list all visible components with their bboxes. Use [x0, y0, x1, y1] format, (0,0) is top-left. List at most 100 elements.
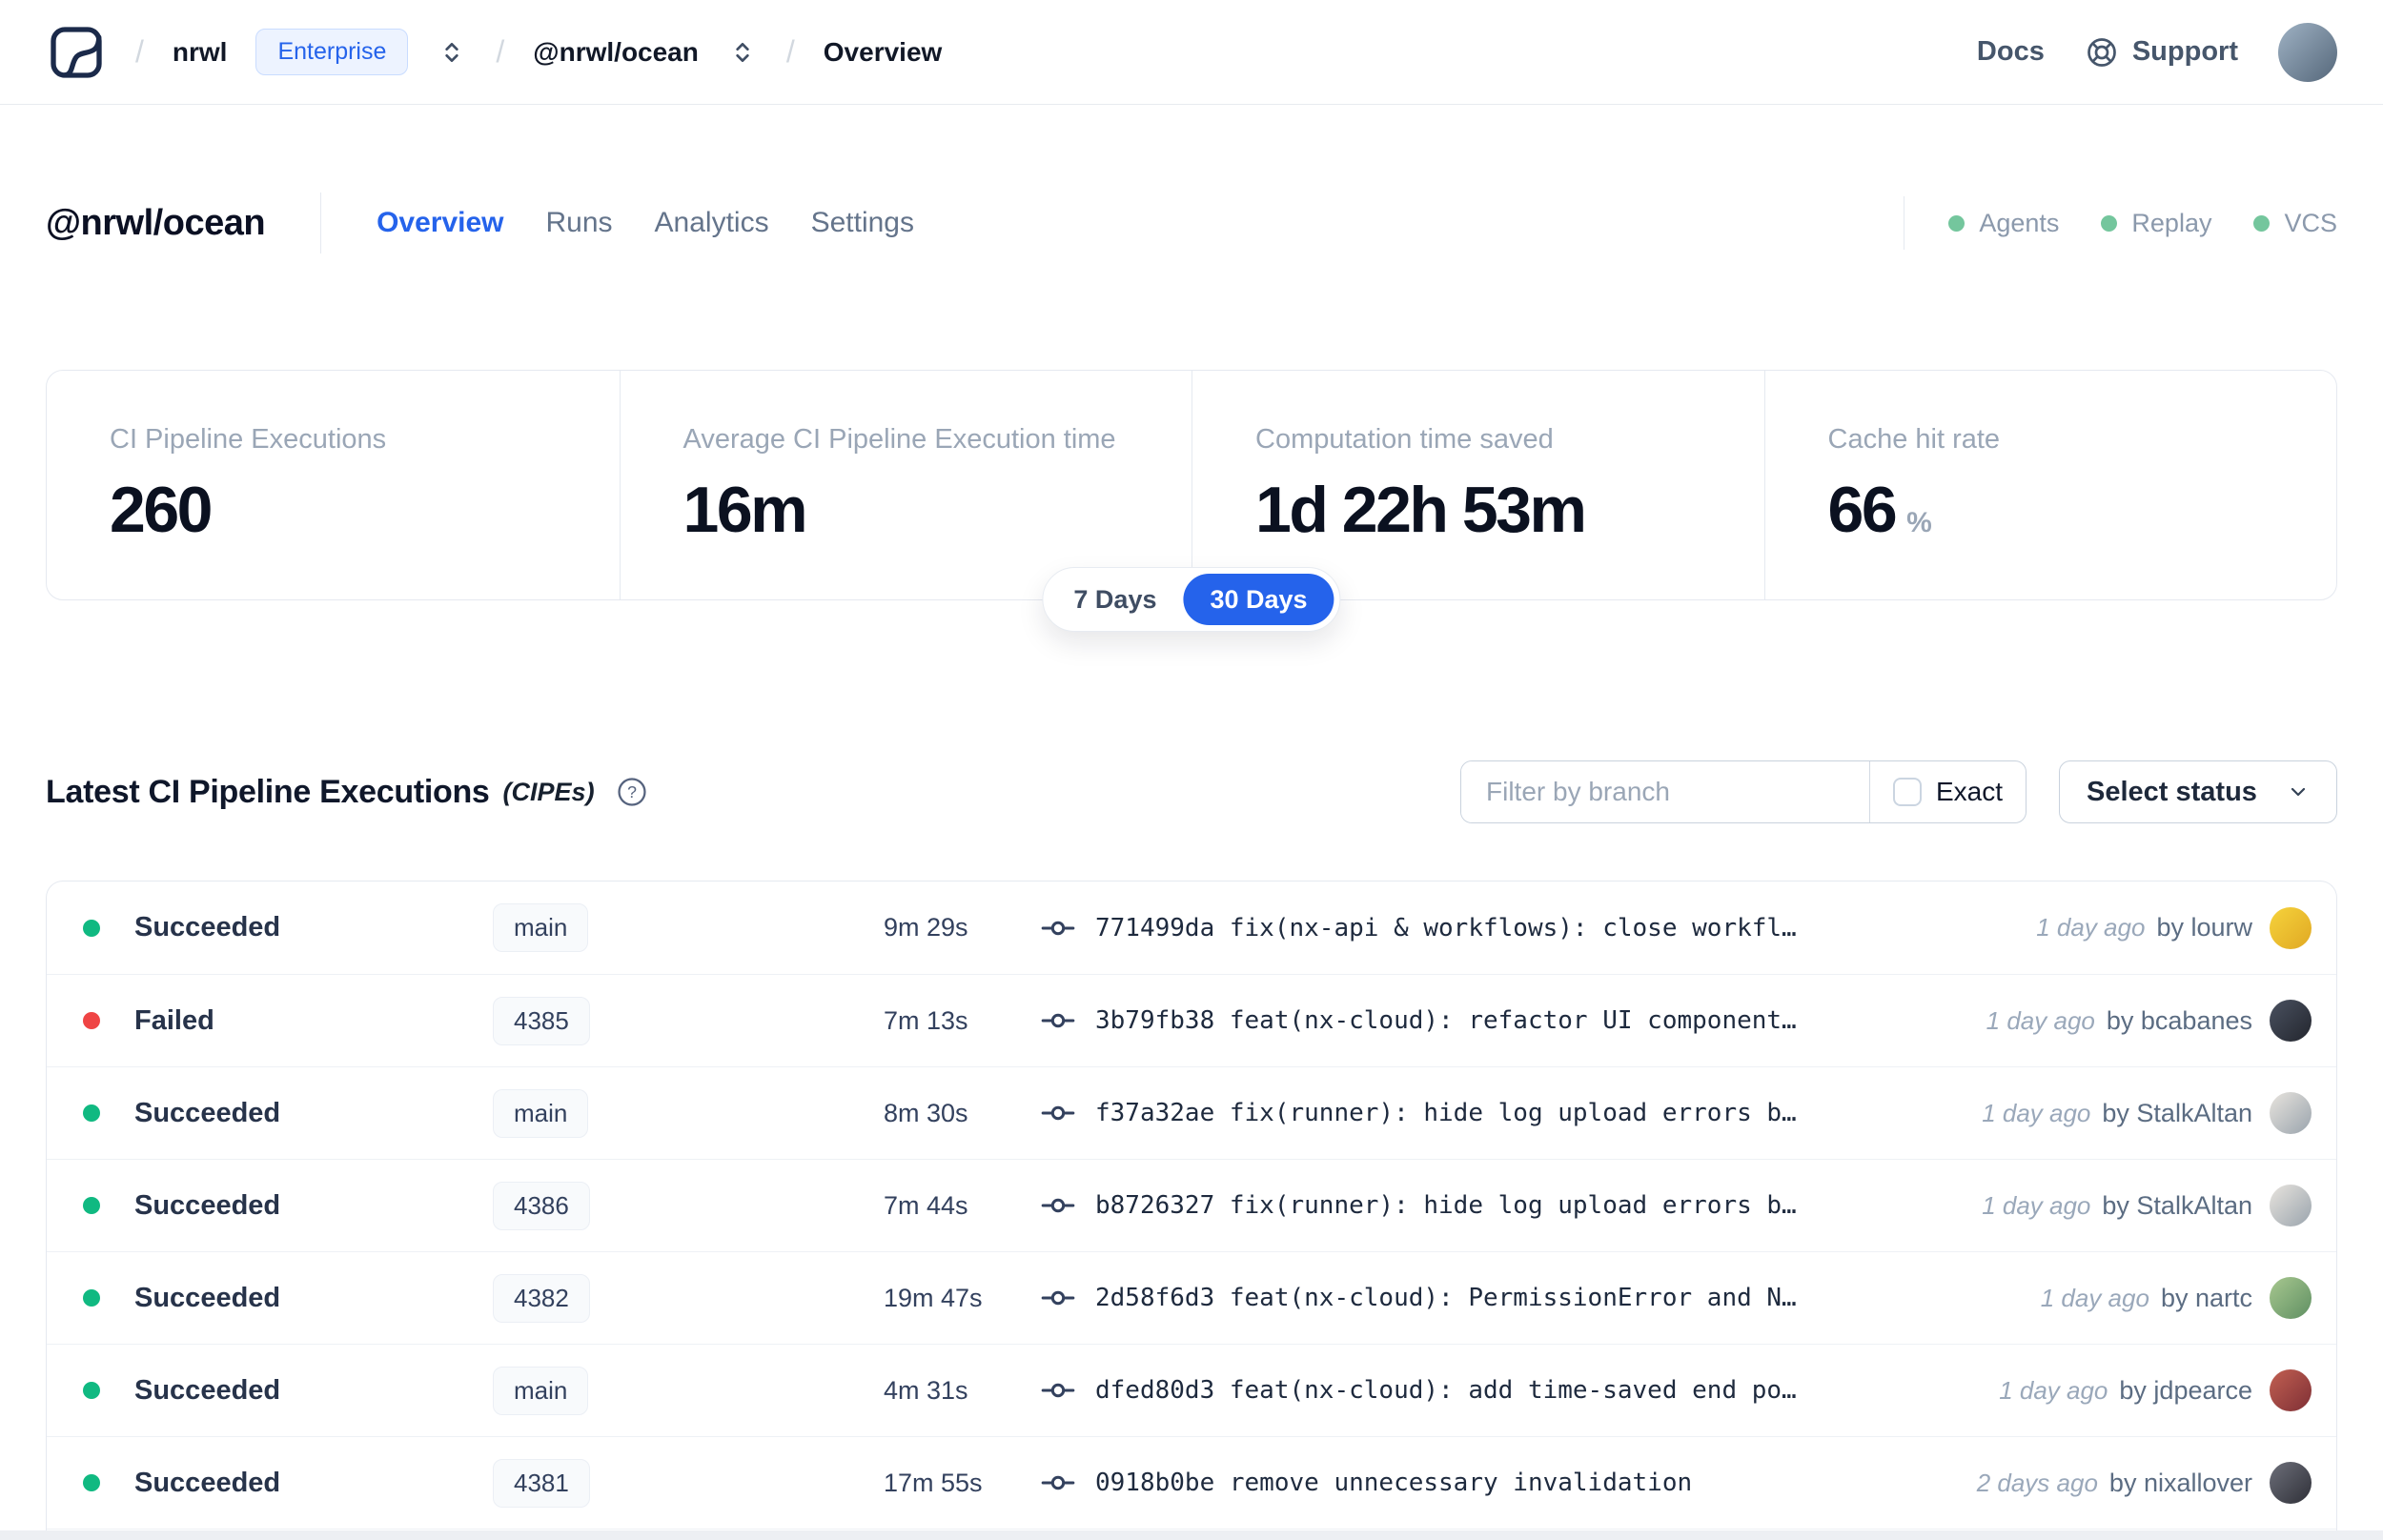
commit-cell: 2d58f6d3 feat(nx-cloud): PermissionError…	[992, 1280, 2041, 1316]
nx-cloud-logo-icon	[51, 26, 102, 78]
feature-agents[interactable]: Agents	[1948, 209, 2059, 238]
org-switcher[interactable]	[437, 37, 467, 68]
git-commit-icon	[1041, 1475, 1075, 1490]
workspace-switcher[interactable]	[727, 37, 758, 68]
status-dot	[83, 1289, 100, 1307]
cipe-row[interactable]: Succeeded 4386 7m 44s b8726327 fix(runne…	[47, 1159, 2336, 1251]
support-link[interactable]: Support	[2085, 35, 2238, 70]
cipe-duration: 4m 31s	[884, 1375, 968, 1405]
feature-replay[interactable]: Replay	[2101, 209, 2211, 238]
breadcrumb-separator: /	[135, 34, 144, 69]
filter-divider	[1868, 761, 1870, 822]
commit-cell: 3b79fb38 feat(nx-cloud): refactor UI com…	[992, 1003, 1986, 1039]
tab-overview[interactable]: Overview	[377, 207, 504, 238]
commit-cell: 771499da fix(nx-api & workflows): close …	[992, 910, 2036, 946]
time-ago: 1 day ago	[1982, 1190, 2091, 1220]
git-commit-icon	[1041, 1290, 1075, 1306]
meta-cell: 1 day ago by bcabanes	[1986, 1000, 2336, 1042]
commit-cell: b8726327 fix(runner): hide log upload er…	[992, 1187, 1982, 1224]
stat-unit: %	[1906, 507, 1932, 538]
branch-badge[interactable]: 4382	[493, 1273, 590, 1323]
cipes-help[interactable]: ?	[616, 776, 648, 808]
cipe-row[interactable]: Succeeded main 9m 29s 771499da fix(nx-ap…	[47, 881, 2336, 974]
cipe-duration: 8m 30s	[884, 1098, 968, 1127]
commit-cell: 0918b0be remove unnecessary invalidation	[992, 1465, 1977, 1501]
meta-cell: 2 days ago by nixallover	[1977, 1462, 2336, 1504]
cipe-status: Succeeded	[134, 1189, 281, 1221]
branch-badge[interactable]: 4385	[493, 996, 590, 1045]
top-navbar: / nrwl Enterprise / @nrwl/ocean / Overvi…	[0, 0, 2383, 105]
status-dot-cell	[47, 1197, 134, 1214]
status-dot	[83, 1197, 100, 1214]
commit-message[interactable]: 3b79fb38 feat(nx-cloud): refactor UI com…	[1095, 1006, 1797, 1035]
branch-badge[interactable]: main	[493, 1088, 589, 1138]
commit-message[interactable]: 0918b0be remove unnecessary invalidation	[1095, 1469, 1693, 1497]
cipe-row[interactable]: Succeeded main 8m 30s f37a32ae fix(runne…	[47, 1066, 2336, 1159]
commit-message[interactable]: 2d58f6d3 feat(nx-cloud): PermissionError…	[1095, 1284, 1797, 1312]
tab-settings[interactable]: Settings	[810, 207, 914, 238]
cipe-table-body: Succeeded main 9m 29s 771499da fix(nx-ap…	[47, 881, 2336, 1529]
git-commit-icon	[1041, 1198, 1075, 1213]
branch-filter-input[interactable]	[1461, 761, 1869, 822]
avatar	[2270, 1462, 2312, 1504]
tab-analytics[interactable]: Analytics	[654, 207, 769, 238]
branch-cell: main	[418, 903, 733, 952]
bottom-scroll-strip[interactable]	[0, 1530, 2383, 1540]
cipes-controls: Exact Select status	[1460, 760, 2337, 823]
feature-status-dot	[1948, 214, 1965, 232]
breadcrumb-org[interactable]: nrwl	[172, 36, 228, 67]
header-divider	[320, 192, 322, 253]
tab-runs[interactable]: Runs	[545, 207, 613, 238]
period-7-days-button[interactable]: 7 Days	[1049, 574, 1181, 625]
stat-value: 260	[110, 474, 213, 546]
status-select-button[interactable]: Select status	[2059, 760, 2337, 823]
stat-value: 16m	[682, 474, 808, 546]
user-avatar[interactable]	[2278, 22, 2337, 82]
exact-checkbox[interactable]	[1892, 778, 1922, 806]
avatar	[2270, 1000, 2312, 1042]
breadcrumb-workspace[interactable]: @nrwl/ocean	[533, 36, 699, 67]
commit-message[interactable]: b8726327 fix(runner): hide log upload er…	[1095, 1191, 1797, 1220]
branch-badge[interactable]: 4381	[493, 1458, 590, 1508]
docs-link[interactable]: Docs	[1976, 36, 2045, 67]
cipe-duration: 9m 29s	[884, 913, 968, 942]
status-dot	[83, 1474, 100, 1491]
commit-message[interactable]: f37a32ae fix(runner): hide log upload er…	[1095, 1099, 1797, 1127]
time-ago: 1 day ago	[1982, 1098, 2091, 1127]
workspace-title: @nrwl/ocean	[46, 202, 266, 243]
status-dot-cell	[47, 1104, 134, 1122]
cipe-status: Failed	[134, 1004, 214, 1036]
branch-badge[interactable]: main	[493, 1366, 589, 1415]
cipe-status: Succeeded	[134, 1097, 281, 1128]
chevron-down-icon	[2291, 787, 2306, 797]
branch-cell: 4385	[418, 996, 733, 1045]
cipe-table: Succeeded main 9m 29s 771499da fix(nx-ap…	[46, 881, 2337, 1540]
status-dot	[83, 1012, 100, 1029]
author: by nixallover	[2108, 1468, 2252, 1497]
feature-agents-label: Agents	[1979, 208, 2060, 237]
exact-toggle[interactable]: Exact	[1870, 777, 2026, 807]
cipe-row[interactable]: Failed 4385 7m 13s 3b79fb38 feat(nx-clou…	[47, 974, 2336, 1066]
cipe-row[interactable]: Succeeded 4382 19m 47s 2d58f6d3 feat(nx-…	[47, 1251, 2336, 1344]
status-select-label: Select status	[2087, 776, 2257, 807]
commit-message[interactable]: dfed80d3 feat(nx-cloud): add time-saved …	[1095, 1376, 1797, 1405]
nx-cloud-logo[interactable]	[46, 22, 107, 83]
branch-badge[interactable]: 4386	[493, 1181, 590, 1230]
author: by StalkAltan	[2102, 1098, 2252, 1127]
meta-cell: 1 day ago by StalkAltan	[1982, 1185, 2336, 1226]
commit-message[interactable]: 771499da fix(nx-api & workflows): close …	[1095, 913, 1797, 942]
avatar	[2270, 1369, 2312, 1411]
status-dot-cell	[47, 1474, 134, 1491]
cipe-row[interactable]: Succeeded main 4m 31s dfed80d3 feat(nx-c…	[47, 1344, 2336, 1436]
cipe-status: Succeeded	[134, 912, 281, 942]
git-commit-icon	[1041, 1013, 1075, 1028]
branch-badge[interactable]: main	[493, 903, 589, 952]
period-30-days-button[interactable]: 30 Days	[1183, 574, 1334, 625]
feature-vcs[interactable]: VCS	[2253, 209, 2337, 238]
status-dot-cell	[47, 1289, 134, 1307]
branch-cell: main	[418, 1088, 733, 1138]
time-ago: 2 days ago	[1976, 1468, 2098, 1497]
branch-cell: 4381	[418, 1458, 733, 1508]
cipe-row[interactable]: Succeeded 4381 17m 55s 0918b0be remove u…	[47, 1436, 2336, 1529]
